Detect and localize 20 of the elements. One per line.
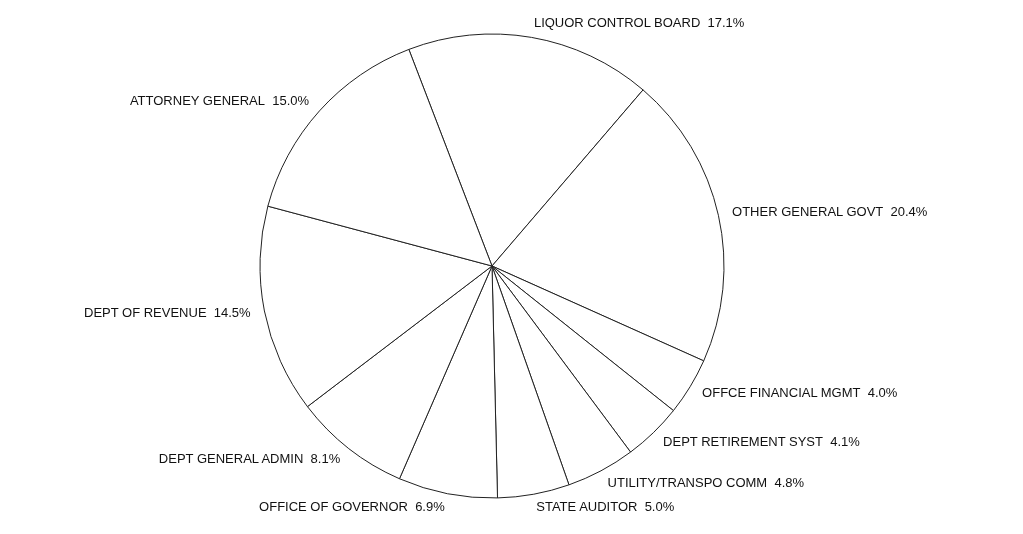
data-label: 20.4% [890,203,928,219]
data-label: 14.5% [213,305,251,321]
data-label: 6.9% [415,498,445,514]
data-label: 15.0% [272,92,310,108]
slice-label: DEPT GENERAL ADMIN [158,451,304,467]
slice-label: DEPT OF REVENUE [84,305,207,321]
data-label: 4.0% [867,385,898,401]
slice-label: OTHER GENERAL GOVT [732,203,884,219]
data-label: 4.8% [774,474,805,490]
slice-label: DEPT RETIREMENT SYST [663,434,823,450]
slice-label: OFFCE FINANCIAL MGMT [702,385,861,401]
data-label: 5.0% [644,499,675,515]
data-label: 17.1% [707,15,745,31]
slice-label: ATTORNEY GENERAL [129,92,265,108]
data-label: 8.1% [310,451,341,467]
slice-label: OFFICE OF GOVERNOR [259,498,408,514]
slice-label: UTILITY/TRANSPO COMM [607,474,768,490]
data-label: 4.1% [830,434,860,450]
slice-label: STATE AUDITOR [536,499,638,515]
slice-label: LIQUOR CONTROL BOARD [533,15,701,31]
